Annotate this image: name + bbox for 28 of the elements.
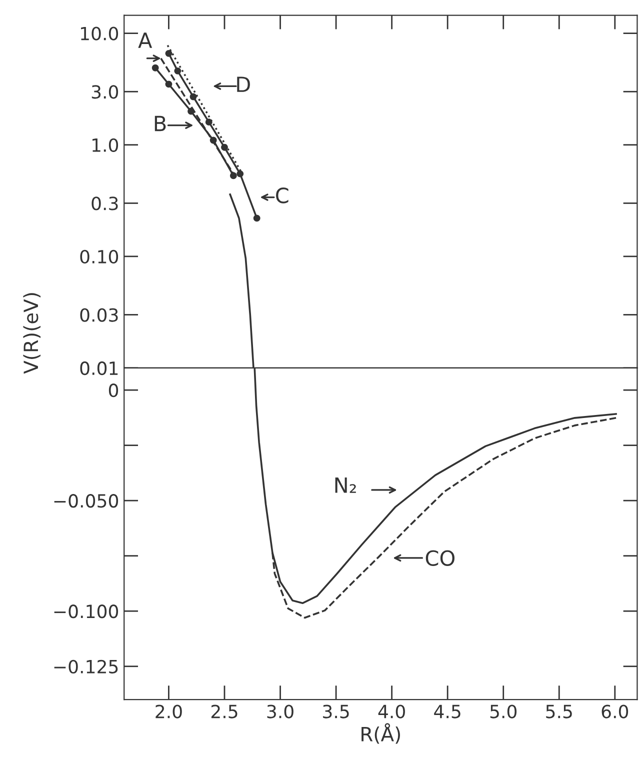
x-tick-label: 5.0 — [490, 704, 517, 718]
annotation: D — [237, 76, 250, 92]
y-axis-title: V(R)(eV) — [23, 293, 41, 374]
annotation: B — [154, 116, 166, 132]
x-axis-title: R(Å) — [362, 723, 400, 744]
y-tick-label: 10.0 — [81, 26, 118, 40]
x-tick-label: 3.0 — [267, 704, 294, 718]
y-tick-label: −0.050 — [54, 494, 118, 508]
x-tick-label: 3.5 — [323, 704, 349, 718]
x-tick-label: 2.0 — [156, 704, 182, 718]
y-tick-label: 0.01 — [80, 361, 118, 376]
annotation: N₂ — [335, 478, 356, 493]
annotation: CO — [426, 550, 454, 566]
y-tick-label: −0.125 — [54, 660, 118, 674]
y-tick-label: 0.03 — [80, 308, 118, 322]
y-tick-label: 3.0 — [92, 85, 118, 99]
annotation: C — [276, 188, 288, 204]
y-tick-label: 1.0 — [92, 138, 118, 152]
x-tick-label: 6.0 — [602, 704, 628, 718]
x-tick-label: 4.0 — [378, 704, 405, 718]
y-tick-label: 0 — [108, 384, 118, 398]
y-tick-label: 0.10 — [80, 250, 118, 264]
x-tick-label: 2.5 — [211, 704, 238, 718]
annotation: A — [138, 32, 152, 48]
y-tick-label: −0.100 — [54, 604, 118, 618]
x-tick-label: 5.5 — [546, 704, 572, 718]
x-tick-label: 4.5 — [434, 704, 460, 718]
y-tick-label: 0.3 — [92, 196, 118, 210]
